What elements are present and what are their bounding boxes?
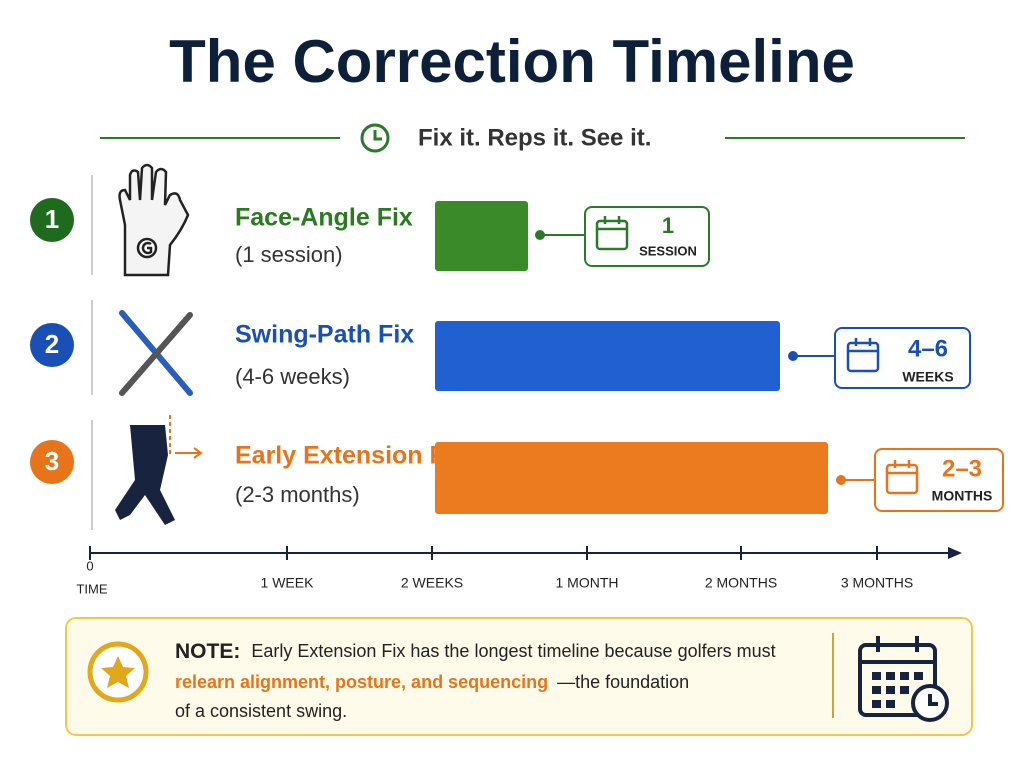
note-text: —the foundation	[557, 672, 689, 692]
row-detail: (2-3 months)	[235, 482, 360, 507]
connector-dot	[788, 351, 798, 361]
clock-icon	[360, 123, 390, 153]
connector-dot	[836, 475, 846, 485]
row-detail: (1 session)	[235, 242, 343, 267]
star-icon	[87, 641, 149, 703]
calendar-icon	[885, 460, 919, 495]
note-line: relearn alignment, posture, and sequenci…	[175, 672, 689, 692]
duration-bar	[435, 442, 828, 514]
step-circle	[30, 198, 74, 242]
axis-tick-label: 1 MONTH	[556, 575, 619, 591]
row-title: Early Extension Fix	[235, 442, 466, 470]
note-text: Early Extension Fix has the longest time…	[251, 641, 775, 661]
calendar-icon	[846, 338, 880, 373]
step-number: 2	[45, 329, 59, 359]
calendar-icon	[595, 216, 629, 251]
calendar-clock-icon	[858, 636, 949, 722]
crossed-clubs-icon	[119, 310, 193, 396]
badge-value: 4–6	[908, 335, 948, 362]
badge-value: 2–3	[942, 455, 982, 482]
axis-tick-label: 1 WEEK	[261, 575, 315, 591]
badge-unit: MONTHS	[932, 488, 993, 504]
axis-tick-label: 2 MONTHS	[705, 575, 777, 591]
axis-origin-label: TIME	[76, 581, 107, 596]
axis-tick-label: 2 WEEKS	[401, 575, 463, 591]
legs-icon	[115, 415, 203, 525]
axis-origin: 0	[86, 558, 93, 573]
note-text: of a consistent swing.	[175, 701, 347, 721]
step-number: 3	[45, 446, 59, 476]
subtitle: Fix it. Reps it. See it.	[418, 124, 651, 151]
note-line: NOTE: Early Extension Fix has the longes…	[175, 640, 776, 663]
row-title: Face-Angle Fix	[235, 204, 413, 232]
note-label: NOTE:	[175, 640, 240, 663]
badge-value: 1	[662, 213, 674, 238]
step-number: 1	[45, 204, 59, 234]
calendar-grid	[872, 672, 923, 708]
step-circle	[30, 323, 74, 367]
title: The Correction Timeline	[169, 28, 855, 95]
step-circle	[30, 440, 74, 484]
axis-ticks: 1 WEEK 2 WEEKS 1 MONTH 2 MONTHS 3 MONTHS	[261, 546, 913, 591]
axis-arrow	[948, 547, 962, 559]
connector-dot	[535, 230, 545, 240]
note-box	[65, 617, 973, 736]
duration-bar	[435, 321, 780, 391]
note-highlight: relearn alignment, posture, and sequenci…	[175, 672, 548, 692]
row-title: Swing-Path Fix	[235, 321, 414, 349]
axis-tick-label: 3 MONTHS	[841, 575, 913, 591]
glove-icon	[118, 163, 190, 277]
row-detail: (4-6 weeks)	[235, 364, 350, 389]
badge-unit: WEEKS	[902, 369, 953, 385]
duration-bar	[435, 201, 528, 271]
badge-unit: SESSION	[639, 243, 697, 258]
